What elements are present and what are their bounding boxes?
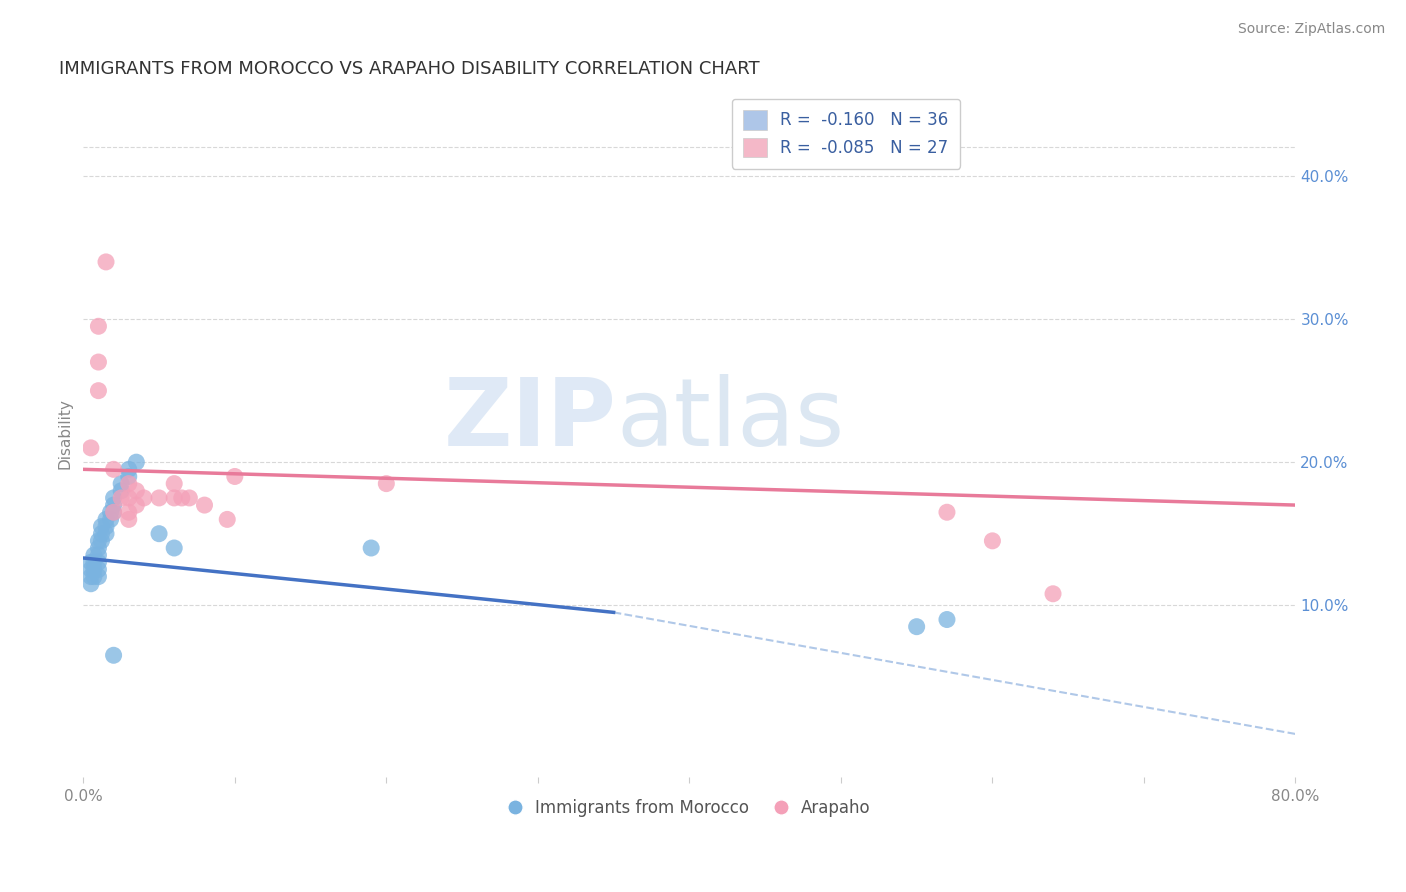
Point bbox=[103, 648, 125, 663]
Point bbox=[118, 462, 141, 476]
Point bbox=[83, 562, 105, 576]
Point bbox=[87, 548, 110, 562]
Point bbox=[100, 505, 122, 519]
Point bbox=[132, 491, 155, 505]
Point bbox=[118, 476, 141, 491]
Y-axis label: Disability: Disability bbox=[58, 398, 72, 469]
Text: ZIP: ZIP bbox=[444, 374, 617, 466]
Point bbox=[125, 483, 148, 498]
Point bbox=[110, 476, 132, 491]
Point bbox=[80, 562, 103, 576]
Point bbox=[80, 555, 103, 569]
Point bbox=[375, 476, 398, 491]
Point bbox=[163, 541, 186, 555]
Point bbox=[80, 576, 103, 591]
Point bbox=[94, 255, 117, 269]
Point bbox=[110, 491, 132, 505]
Point bbox=[83, 569, 105, 583]
Point bbox=[118, 491, 141, 505]
Point bbox=[80, 441, 103, 455]
Point bbox=[224, 469, 246, 483]
Point bbox=[118, 469, 141, 483]
Point bbox=[94, 519, 117, 533]
Point bbox=[1042, 587, 1064, 601]
Point bbox=[87, 319, 110, 334]
Point bbox=[360, 541, 382, 555]
Text: atlas: atlas bbox=[617, 374, 845, 466]
Point bbox=[103, 462, 125, 476]
Point bbox=[179, 491, 201, 505]
Point bbox=[936, 505, 959, 519]
Text: Source: ZipAtlas.com: Source: ZipAtlas.com bbox=[1237, 22, 1385, 37]
Point bbox=[148, 491, 170, 505]
Point bbox=[90, 533, 112, 548]
Point bbox=[83, 548, 105, 562]
Point bbox=[103, 491, 125, 505]
Point bbox=[103, 505, 125, 519]
Point bbox=[87, 562, 110, 576]
Point bbox=[103, 498, 125, 512]
Point bbox=[118, 512, 141, 526]
Point bbox=[100, 512, 122, 526]
Point bbox=[110, 483, 132, 498]
Point bbox=[87, 541, 110, 555]
Point bbox=[87, 533, 110, 548]
Point bbox=[936, 613, 959, 627]
Point bbox=[90, 526, 112, 541]
Point bbox=[94, 526, 117, 541]
Point bbox=[94, 512, 117, 526]
Point bbox=[905, 620, 928, 634]
Legend: Immigrants from Morocco, Arapaho: Immigrants from Morocco, Arapaho bbox=[502, 792, 877, 823]
Point bbox=[193, 498, 215, 512]
Point bbox=[103, 505, 125, 519]
Point bbox=[148, 526, 170, 541]
Point bbox=[90, 519, 112, 533]
Point bbox=[163, 491, 186, 505]
Point bbox=[217, 512, 239, 526]
Point bbox=[125, 498, 148, 512]
Point bbox=[87, 355, 110, 369]
Point bbox=[981, 533, 1004, 548]
Point bbox=[83, 555, 105, 569]
Point bbox=[125, 455, 148, 469]
Point bbox=[87, 569, 110, 583]
Text: IMMIGRANTS FROM MOROCCO VS ARAPAHO DISABILITY CORRELATION CHART: IMMIGRANTS FROM MOROCCO VS ARAPAHO DISAB… bbox=[59, 60, 759, 78]
Point bbox=[170, 491, 193, 505]
Point bbox=[87, 384, 110, 398]
Point bbox=[80, 569, 103, 583]
Point bbox=[163, 476, 186, 491]
Point bbox=[87, 555, 110, 569]
Point bbox=[118, 505, 141, 519]
